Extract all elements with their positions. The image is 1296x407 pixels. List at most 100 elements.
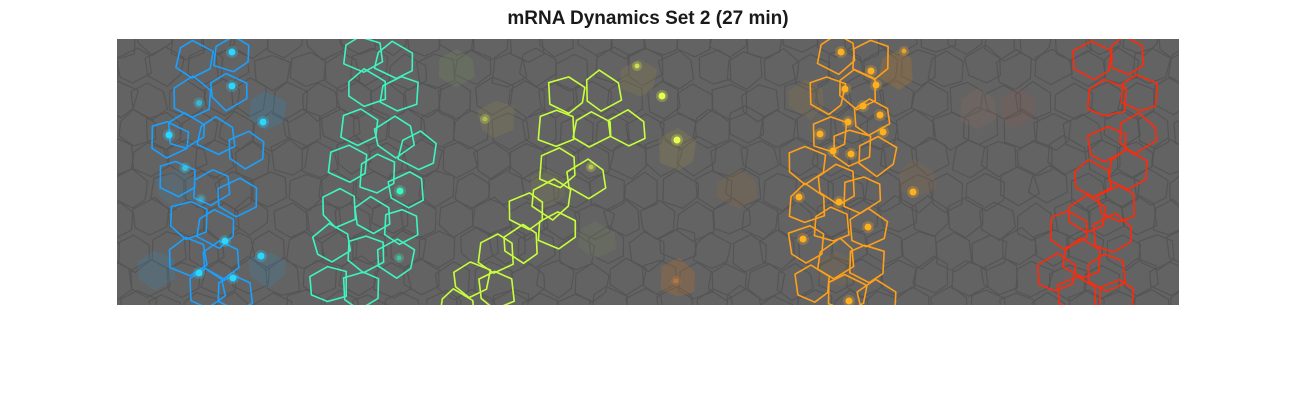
stripe-cell-outline [547, 76, 586, 115]
cell-outline [878, 79, 915, 118]
cell-outline [830, 228, 868, 267]
spot-orange [864, 223, 872, 231]
stripe-cell-outline [309, 265, 347, 303]
spot-orange [799, 235, 807, 243]
cell-outline [935, 231, 973, 273]
stripe-cell-outline [538, 147, 576, 189]
cell-outline [373, 39, 408, 57]
cell-outline [657, 50, 695, 90]
stripe-cell-outline [383, 208, 419, 246]
cell-outline [267, 39, 303, 59]
cell-outline [696, 288, 734, 305]
tinted-cell [999, 87, 1036, 130]
cell-outline [229, 39, 269, 60]
spot-orange [859, 102, 867, 110]
cell-outline [521, 292, 559, 305]
tinted-cell [960, 88, 997, 130]
cell-outline [1132, 47, 1172, 85]
cell-outline [1173, 119, 1179, 146]
spot-blue [228, 48, 236, 56]
cell-outline [732, 233, 767, 273]
spot-yellow [658, 92, 666, 100]
cell-outline [1015, 260, 1055, 298]
cell-outline [1067, 289, 1105, 305]
cell-outline [130, 82, 169, 121]
cell-outline [587, 225, 625, 265]
tinted-cell [716, 169, 757, 209]
cell-outline [419, 109, 455, 148]
cell-outline [454, 49, 492, 86]
spot-layer [163, 46, 919, 305]
spot-orange [841, 85, 849, 93]
cell-outline [740, 84, 780, 123]
tinted-cell [620, 58, 658, 97]
cell-outline [418, 230, 456, 270]
cell-outline [1133, 167, 1169, 206]
cell-outline [1151, 137, 1179, 176]
cell-outline [118, 108, 157, 147]
tinted-cell [476, 100, 515, 139]
stripe-cell-outline [379, 75, 419, 112]
cell-outline [834, 105, 869, 145]
stripe-cell-outline [809, 76, 847, 116]
cell-outline [574, 202, 616, 240]
cell-outline [509, 39, 545, 63]
stripe-cell-outline [1049, 210, 1088, 250]
stripe-cell-outline [175, 39, 215, 79]
cell-outline [726, 284, 762, 305]
stripe-teal [309, 39, 438, 305]
tissue-image [117, 39, 1179, 305]
stripe-cell-outline [359, 153, 396, 194]
cell-outline [1104, 46, 1140, 85]
stripe-cell-outline [1108, 148, 1148, 191]
cell-outline [866, 228, 903, 265]
cell-outline [577, 39, 613, 58]
cell-outline [286, 289, 323, 305]
stripe-cell-outline [1120, 74, 1159, 112]
cell-outline [626, 47, 664, 87]
cell-outline [437, 81, 472, 121]
cell-outline [662, 170, 700, 209]
cell-outline [491, 52, 528, 88]
cell-outline [1167, 49, 1179, 83]
cell-outline [117, 167, 149, 209]
cell-outline [539, 39, 575, 58]
cell-outline [878, 194, 918, 233]
cell-outline [144, 46, 185, 88]
cell-outline [557, 293, 591, 305]
tinted-cell [817, 250, 856, 287]
cell-outline [676, 135, 717, 177]
cell-outline [473, 141, 512, 181]
cell-outline [475, 76, 514, 116]
cell-outline [491, 112, 530, 151]
stripe-cell-outline [478, 270, 516, 305]
cell-outline [117, 47, 152, 84]
cell-outline [168, 79, 207, 118]
cell-outline [1133, 289, 1170, 305]
cell-outline [928, 172, 964, 214]
cell-outline [980, 257, 1019, 296]
cell-outline [912, 255, 949, 294]
cell-outline [951, 260, 989, 297]
cell-outline [833, 288, 869, 305]
stripe-cell-outline [537, 211, 577, 250]
cell-outline [963, 44, 1002, 84]
stripe-cell-outline [537, 109, 575, 148]
spot-blue [196, 100, 202, 106]
cell-outline [338, 255, 380, 297]
cell-outline [606, 79, 644, 119]
cell-outline [170, 39, 205, 61]
cell-outline [859, 113, 899, 151]
stripe-cell-outline [311, 222, 352, 263]
cell-outline [230, 77, 268, 118]
cell-outline [800, 172, 834, 214]
cell-outline [710, 139, 749, 178]
cell-outline [1165, 230, 1179, 263]
stripe-cell-outline [848, 244, 886, 284]
cell-outline [628, 230, 665, 273]
stripe-cell-outline [342, 271, 380, 305]
cell-outline [510, 262, 546, 302]
cell-outline [117, 39, 136, 60]
stripe-cell-outline [838, 68, 877, 111]
cell-outline [927, 50, 964, 88]
